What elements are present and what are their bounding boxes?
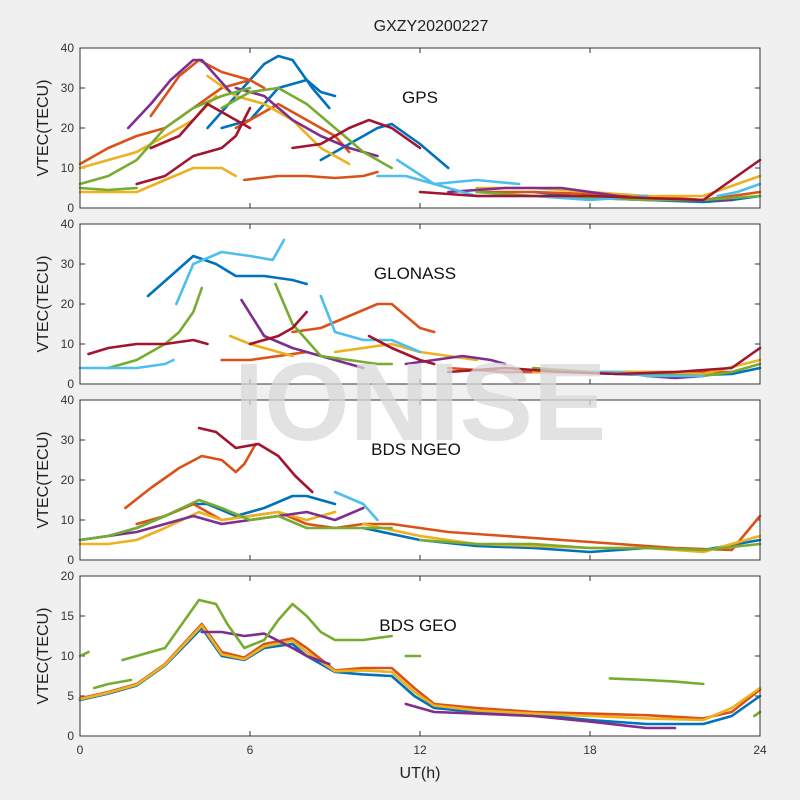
series-line: [220, 86, 394, 170]
panel-label: BDS GEO: [379, 616, 456, 635]
series-line: [78, 166, 238, 194]
series-line: [135, 106, 252, 186]
series-line: [78, 358, 175, 370]
series-line: [220, 350, 309, 362]
series-line: [608, 677, 705, 686]
y-tick-label: 10: [61, 337, 75, 351]
panel-bds-geo: 0 6 12 18 24 0 5 10 15 20 VTEC(TECU) BDS GEO: [35, 569, 767, 757]
y-tick-label: 40: [61, 41, 75, 55]
axes-box: [79, 47, 761, 209]
axes-box: [79, 399, 761, 561]
y-tick-label: 40: [61, 393, 75, 407]
series-line: [121, 646, 167, 662]
series-line: [228, 334, 294, 358]
series-line: [197, 426, 314, 494]
y-tick-label: 0: [67, 377, 74, 391]
series-line: [78, 86, 252, 186]
series-line: [78, 186, 138, 192]
y-tick-label: 40: [61, 217, 75, 231]
y-tick-label: 10: [61, 161, 75, 175]
panels: 0 10 20 30 40 VTEC(TECU) GPS 0 10 20 30 40 VTEC(TECU…: [35, 41, 767, 757]
plot-area: [80, 224, 760, 384]
series-line: [291, 302, 436, 334]
watermark: IONISE: [234, 341, 607, 464]
panel-gps: 0 10 20 30 40 VTEC(TECU) GPS: [35, 41, 762, 215]
series-line: [588, 370, 705, 378]
figure-title: GXZY20200227: [374, 18, 489, 35]
y-tick-label: 15: [61, 609, 75, 623]
series-line: [248, 310, 309, 346]
series-line: [234, 86, 379, 158]
panel-label: GPS: [402, 88, 438, 107]
series-line: [418, 158, 762, 202]
series-line: [446, 346, 762, 376]
series-line: [126, 58, 232, 130]
y-tick-label: 30: [61, 433, 75, 447]
series-line: [146, 254, 309, 298]
series-line: [124, 454, 246, 510]
y-tick-label: 10: [61, 649, 75, 663]
series-line: [149, 102, 252, 150]
series-line: [274, 282, 394, 366]
series-line: [107, 286, 204, 370]
y-tick-label: 20: [61, 473, 75, 487]
x-tick-label: 6: [247, 743, 254, 757]
y-axis-label: VTEC(TECU): [35, 608, 52, 705]
plot-area: [80, 48, 760, 208]
panel-bds-ngeo: 0 10 20 30 40 VTEC(TECU) BDS NGEO: [35, 393, 762, 567]
series-line: [92, 678, 133, 690]
y-axis-label: VTEC(TECU): [35, 432, 52, 529]
series-line: [240, 298, 365, 370]
y-tick-label: 0: [67, 201, 74, 215]
axes-box: [79, 575, 761, 737]
series-line: [319, 294, 422, 354]
series-line: [390, 514, 762, 552]
y-tick-label: 10: [61, 513, 75, 527]
series-line: [291, 118, 422, 150]
y-tick-label: 20: [61, 569, 75, 583]
series-line: [716, 182, 762, 198]
y-tick-label: 0: [67, 729, 74, 743]
series-line: [404, 702, 677, 730]
y-tick-label: 20: [61, 297, 75, 311]
series-line: [78, 506, 365, 542]
y-tick-label: 30: [61, 81, 75, 95]
series-line: [87, 338, 209, 356]
y-tick-label: 30: [61, 257, 75, 271]
x-tick-label: 12: [413, 743, 427, 757]
series-line: [243, 442, 257, 466]
series-line: [175, 238, 286, 306]
series-line: [234, 102, 351, 154]
y-tick-label: 0: [67, 553, 74, 567]
x-tick-label: 24: [753, 743, 767, 757]
y-tick-label: 5: [67, 689, 74, 703]
x-axis-label: UT(h): [400, 765, 441, 782]
series-line: [243, 170, 379, 182]
series-line: [78, 624, 762, 722]
y-axis-label: VTEC(TECU): [35, 256, 52, 353]
axes-box: [79, 223, 761, 385]
series-line: [200, 630, 331, 666]
series-line: [149, 58, 266, 118]
series-line: [367, 334, 436, 366]
plot-area: [80, 400, 760, 560]
x-tick-label: 0: [77, 743, 84, 757]
x-tick-label: 18: [583, 743, 597, 757]
panel-glonass: 0 10 20 30 40 VTEC(TECU) GLONASS: [35, 217, 762, 391]
panel-label: BDS NGEO: [371, 440, 461, 459]
series-line: [78, 498, 394, 542]
series-line: [78, 510, 337, 546]
series-line: [752, 710, 762, 718]
y-axis-label: VTEC(TECU): [35, 80, 52, 177]
series-line: [163, 598, 394, 650]
panel-label: GLONASS: [374, 264, 456, 283]
y-tick-label: 20: [61, 121, 75, 135]
series-line: [78, 650, 90, 658]
series-line: [418, 538, 762, 552]
series-line: [333, 490, 379, 522]
